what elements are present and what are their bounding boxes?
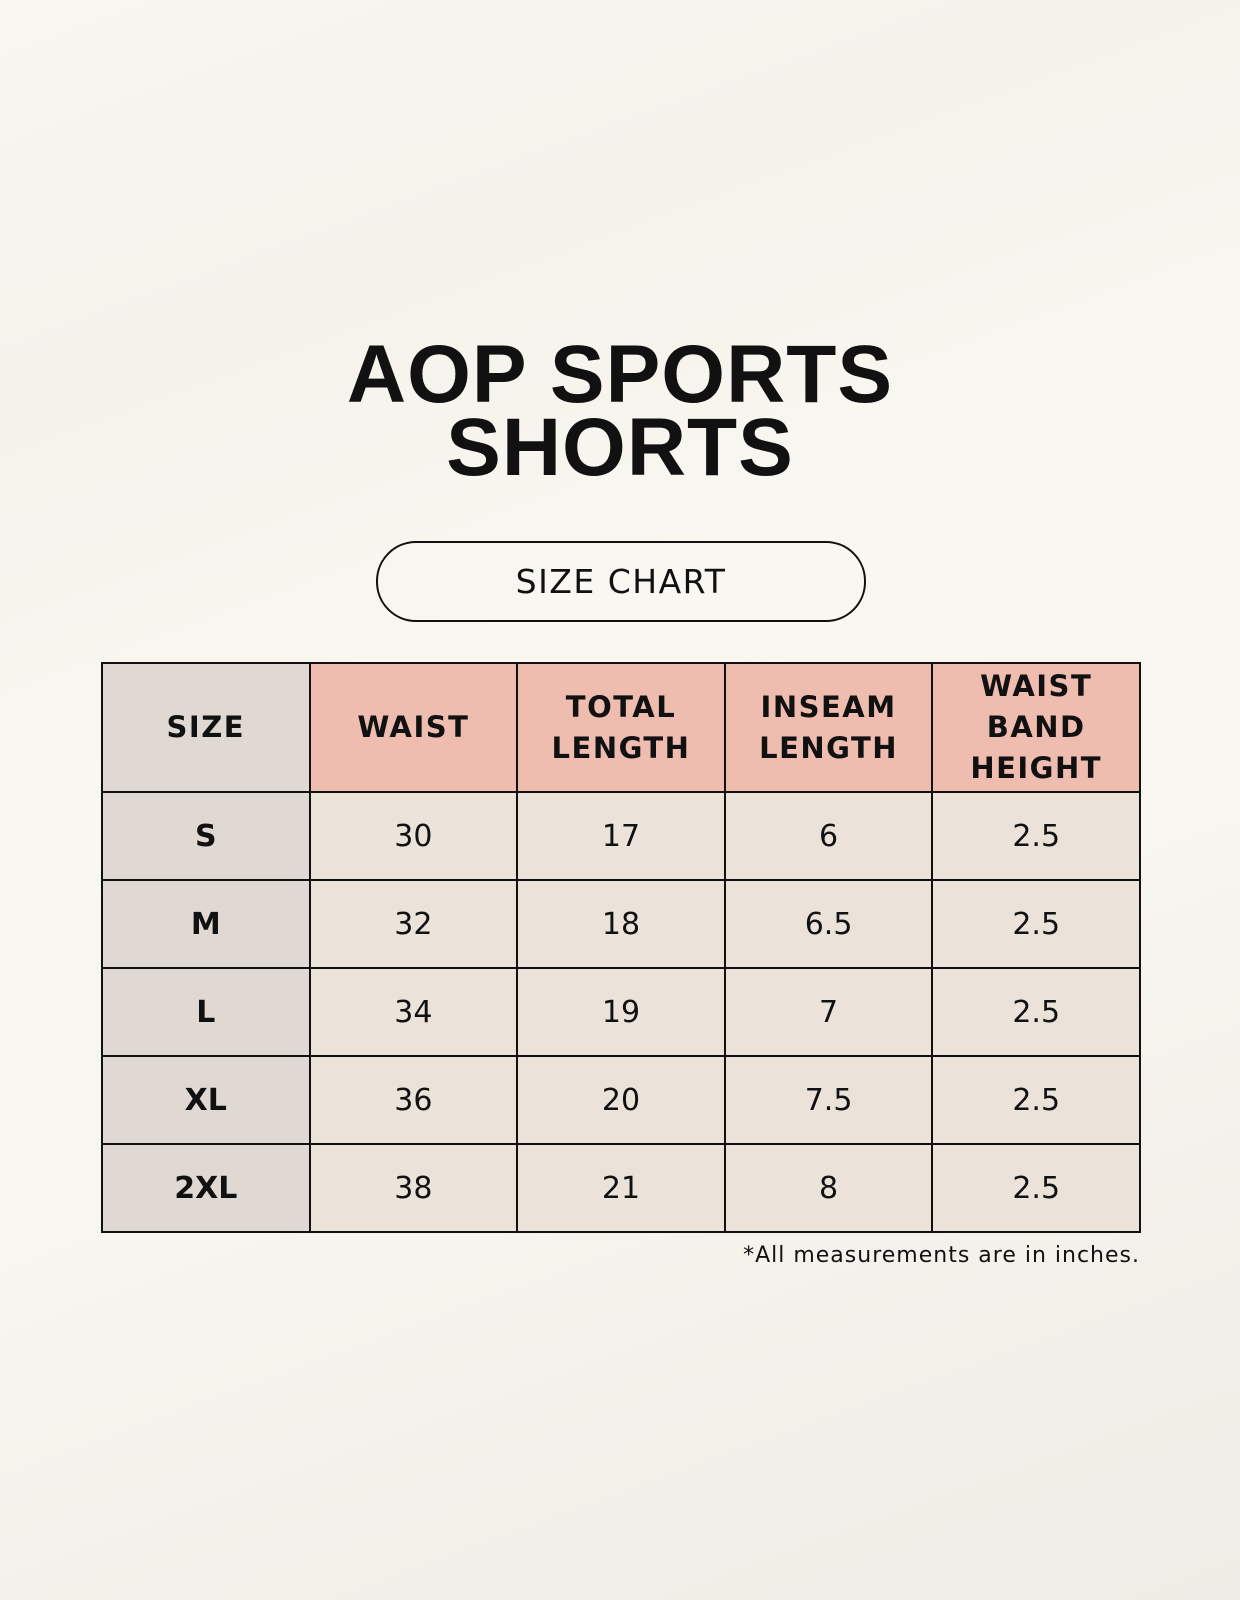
value-cell: 38 <box>308 1143 519 1233</box>
value-cell: 18 <box>516 879 726 969</box>
value-cell: 7 <box>723 967 934 1057</box>
value-cell: 30 <box>308 791 519 881</box>
size-cell: M <box>101 879 311 969</box>
header-cell: TOTAL LENGTH <box>516 662 726 793</box>
value-cell: 2.5 <box>931 1055 1141 1145</box>
table-row: 2XL 38 21 8 2.5 <box>101 1143 1141 1233</box>
header-cell: INSEAM LENGTH <box>723 662 934 793</box>
value-cell: 2.5 <box>931 879 1141 969</box>
value-cell: 6 <box>723 791 934 881</box>
size-cell: XL <box>101 1055 311 1145</box>
value-cell: 34 <box>308 967 519 1057</box>
header-cell: SIZE <box>101 662 311 793</box>
value-cell: 6.5 <box>723 879 934 969</box>
header-text: LENGTH <box>759 730 899 765</box>
size-table: SIZE WAIST TOTAL LENGTH INSEAM LENGTH WAIST BAN… <box>101 662 1141 1233</box>
title-line: AOP SPORTS <box>346 329 894 420</box>
value-cell: 17 <box>516 791 726 881</box>
size-chart-badge: SIZE CHART <box>376 541 866 622</box>
value-cell: 2.5 <box>931 791 1141 881</box>
table-row: L 34 19 7 2.5 <box>101 967 1141 1057</box>
header-text: TOTAL <box>565 689 677 724</box>
table-row: S 30 17 6 2.5 <box>101 791 1141 881</box>
value-cell: 32 <box>308 879 519 969</box>
value-cell: 2.5 <box>931 1143 1141 1233</box>
title-line: SHORTS <box>446 402 794 493</box>
size-cell: L <box>101 967 311 1057</box>
value-cell: 2.5 <box>931 967 1141 1057</box>
header-text: SIZE <box>166 710 246 744</box>
table-row: XL 36 20 7.5 2.5 <box>101 1055 1141 1145</box>
header-text: HEIGHT <box>970 751 1103 785</box>
size-cell: S <box>101 791 311 881</box>
header-text: LENGTH <box>551 730 691 765</box>
header-cell: WAIST BAND HEIGHT <box>931 662 1141 793</box>
value-cell: 7.5 <box>723 1055 934 1145</box>
table-body: S 30 17 6 2.5 M 32 18 6.5 2.5 L 34 19 7 2.5 XL 36 20 7.5 2.… <box>101 791 1141 1233</box>
header-row: SIZE WAIST TOTAL LENGTH INSEAM LENGTH WAIST BAN… <box>101 662 1141 793</box>
header-cell: WAIST <box>308 662 519 793</box>
title: AOP SPORTS SHORTS <box>0 329 1240 493</box>
header-text: INSEAM <box>760 689 897 724</box>
value-cell: 8 <box>723 1143 934 1233</box>
value-cell: 19 <box>516 967 726 1057</box>
table-row: M 32 18 6.5 2.5 <box>101 879 1141 969</box>
value-cell: 20 <box>516 1055 726 1145</box>
value-cell: 36 <box>308 1055 519 1145</box>
header-text: WAIST <box>980 669 1093 703</box>
header-text: WAIST <box>357 710 470 744</box>
footnote: *All measurements are in inches. <box>743 1243 1140 1268</box>
header-text: BAND <box>986 710 1086 744</box>
value-cell: 21 <box>516 1143 726 1233</box>
size-cell: 2XL <box>101 1143 311 1233</box>
